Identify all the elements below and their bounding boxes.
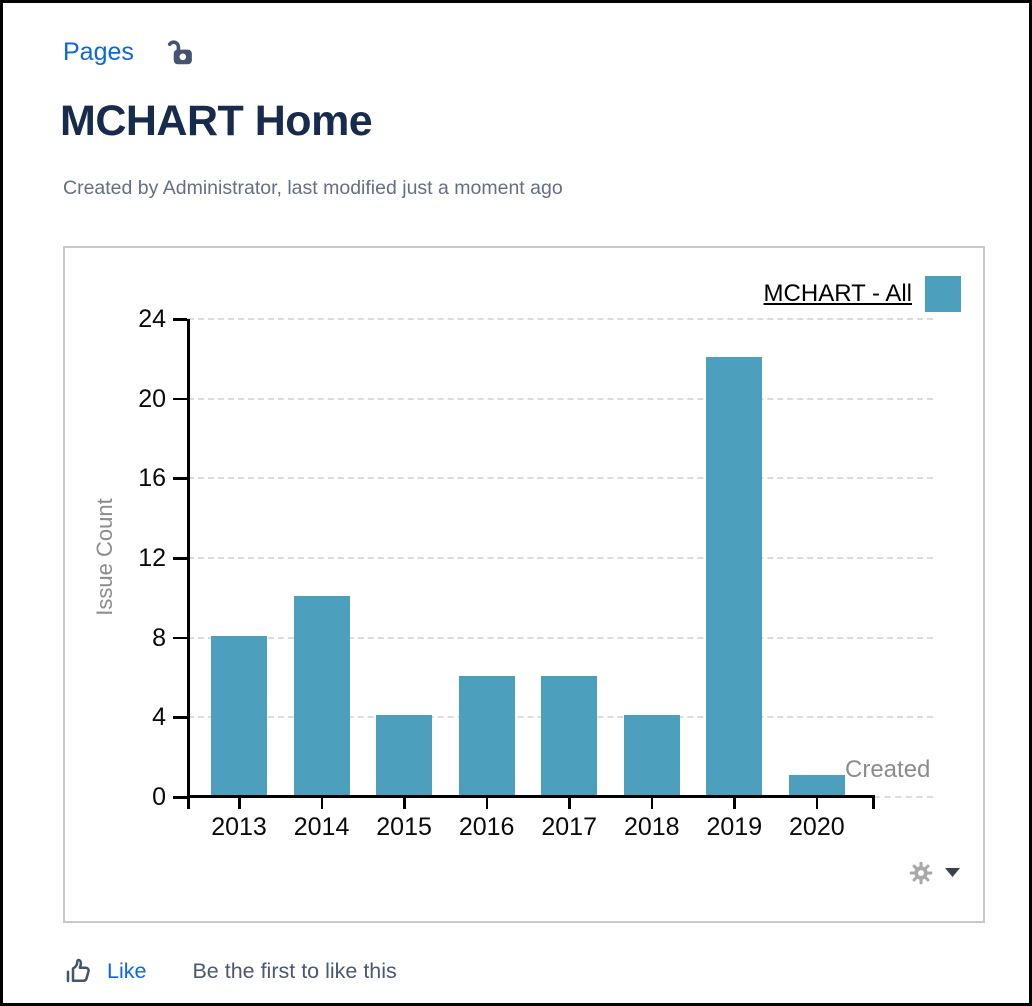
unlock-icon bbox=[164, 36, 196, 68]
y-tick-mark bbox=[173, 318, 187, 321]
bar-2017 bbox=[541, 675, 598, 795]
y-tick-mark bbox=[173, 397, 187, 401]
x-axis-line bbox=[188, 795, 875, 798]
y-tick-label: 4 bbox=[152, 703, 166, 732]
bar-2019 bbox=[706, 356, 763, 795]
x-axis-label: 2014 bbox=[293, 813, 350, 841]
y-tick-mark bbox=[173, 477, 187, 480]
x-axis-label: 2015 bbox=[376, 813, 432, 841]
gridline bbox=[188, 477, 933, 480]
chevron-down-icon[interactable] bbox=[945, 868, 960, 878]
x-tick-mark bbox=[733, 797, 736, 809]
legend-swatch bbox=[925, 276, 961, 312]
y-tick-label: 20 bbox=[138, 384, 166, 413]
gridline bbox=[188, 397, 933, 400]
x-axis-label: 2017 bbox=[541, 813, 597, 841]
y-tick-mark bbox=[173, 557, 187, 560]
y-tick-label: 12 bbox=[138, 544, 166, 572]
x-tick-mark bbox=[238, 797, 241, 809]
page-title: MCHART Home bbox=[60, 97, 373, 145]
gridline bbox=[874, 796, 933, 798]
x-tick-mark bbox=[403, 797, 406, 809]
gridline bbox=[188, 557, 933, 559]
x-axis-label: 2018 bbox=[623, 813, 680, 841]
page-footer: Like Be the first to like this bbox=[63, 956, 397, 986]
chart-controls bbox=[908, 860, 960, 886]
y-tick-label: 0 bbox=[152, 783, 166, 811]
x-tick-mark bbox=[815, 797, 819, 809]
thumbs-up-icon[interactable] bbox=[63, 956, 93, 986]
bar-2018 bbox=[623, 715, 680, 795]
x-tick-mark bbox=[568, 797, 571, 809]
y-tick-mark bbox=[173, 796, 187, 799]
like-hint: Be the first to like this bbox=[192, 958, 397, 983]
bar-2013 bbox=[211, 635, 267, 795]
y-tick-label: 24 bbox=[138, 305, 166, 333]
bar-2014 bbox=[293, 595, 350, 795]
x-axis-label: 2019 bbox=[706, 813, 763, 841]
x-axis-label: 2016 bbox=[458, 813, 515, 841]
x-axis-label: 2020 bbox=[789, 813, 845, 841]
x-tick-mark bbox=[650, 797, 654, 809]
legend-series-link[interactable]: MCHART - All bbox=[763, 280, 912, 307]
bar-2020 bbox=[788, 775, 845, 795]
x-axis-series-label: Created bbox=[845, 756, 931, 783]
x-tick-mark bbox=[872, 797, 875, 809]
y-axis-line bbox=[187, 319, 190, 809]
breadcrumb-pages-link[interactable]: Pages bbox=[63, 37, 134, 66]
gridline bbox=[188, 636, 933, 639]
x-tick-mark bbox=[320, 797, 324, 809]
page-byline: Created by Administrator, last modified … bbox=[63, 177, 563, 199]
y-tick-mark bbox=[173, 636, 187, 640]
y-tick-label: 8 bbox=[152, 623, 166, 652]
chart-legend: MCHART - All bbox=[764, 276, 961, 312]
bar-chart-plot: Created 0 4 8 12 16 20 24 2013 2014 2015 2016 2017 2… bbox=[138, 305, 933, 841]
y-tick-label: 16 bbox=[138, 464, 166, 493]
x-axis-label: 2013 bbox=[211, 813, 267, 841]
y-tick-mark bbox=[173, 716, 187, 719]
like-button[interactable]: Like bbox=[107, 958, 147, 983]
gear-icon[interactable] bbox=[908, 860, 934, 886]
gridline bbox=[188, 318, 933, 320]
bar-2015 bbox=[376, 715, 433, 795]
bar-2016 bbox=[458, 675, 515, 795]
y-axis-title: Issue Count bbox=[92, 498, 117, 616]
breadcrumb: Pages bbox=[63, 36, 196, 68]
chart-macro-panel: MCHART - All Issue Count Created 0 4 8 12 16… bbox=[63, 246, 985, 923]
x-tick-mark bbox=[485, 797, 489, 809]
